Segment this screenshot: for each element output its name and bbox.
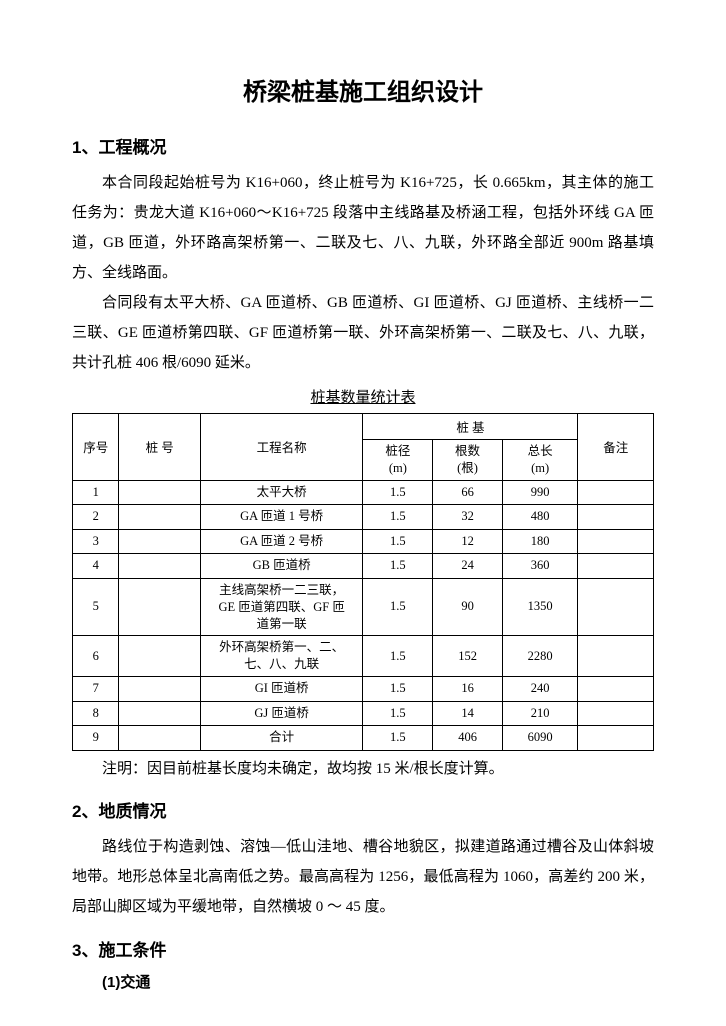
cell-stake <box>119 480 200 505</box>
cell-len: 240 <box>502 677 578 702</box>
cell-remark <box>578 529 654 554</box>
cell-stake <box>119 726 200 751</box>
cell-stake <box>119 554 200 579</box>
cell-seq: 3 <box>73 529 119 554</box>
table-row: 6 外环高架桥第一、二、七、八、九联1.51522280 <box>73 636 654 677</box>
cell-remark <box>578 480 654 505</box>
cell-count: 406 <box>433 726 503 751</box>
cell-count: 12 <box>433 529 503 554</box>
cell-count: 32 <box>433 505 503 530</box>
th-dia: 桩径(m) <box>363 440 433 481</box>
cell-seq: 4 <box>73 554 119 579</box>
cell-dia: 1.5 <box>363 578 433 636</box>
table-row: 5 主线高架桥一二三联，GE 匝道第四联、GF 匝道第一联1.5901350 <box>73 578 654 636</box>
table-row: 8 GJ 匝道桥1.514210 <box>73 701 654 726</box>
cell-remark <box>578 677 654 702</box>
cell-len: 360 <box>502 554 578 579</box>
cell-len: 2280 <box>502 636 578 677</box>
cell-len: 210 <box>502 701 578 726</box>
cell-remark <box>578 726 654 751</box>
cell-name: 太平大桥 <box>200 480 363 505</box>
cell-len: 990 <box>502 480 578 505</box>
th-remark: 备注 <box>578 414 654 481</box>
cell-stake <box>119 636 200 677</box>
cell-dia: 1.5 <box>363 677 433 702</box>
cell-count: 24 <box>433 554 503 579</box>
table-row: 4 GB 匝道桥1.524360 <box>73 554 654 579</box>
section-2-heading: 2、地质情况 <box>72 797 654 822</box>
section-3-sub-1: (1)交通 <box>72 971 654 992</box>
th-seq: 序号 <box>73 414 119 481</box>
cell-seq: 2 <box>73 505 119 530</box>
cell-name: 合计 <box>200 726 363 751</box>
section-1-heading: 1、工程概况 <box>72 133 654 158</box>
cell-len: 480 <box>502 505 578 530</box>
cell-seq: 6 <box>73 636 119 677</box>
cell-remark <box>578 554 654 579</box>
cell-seq: 5 <box>73 578 119 636</box>
th-stake: 桩 号 <box>119 414 200 481</box>
cell-remark <box>578 505 654 530</box>
cell-stake <box>119 505 200 530</box>
cell-dia: 1.5 <box>363 726 433 751</box>
cell-len: 180 <box>502 529 578 554</box>
cell-stake <box>119 578 200 636</box>
cell-dia: 1.5 <box>363 529 433 554</box>
cell-dia: 1.5 <box>363 636 433 677</box>
cell-stake <box>119 529 200 554</box>
table-note: 注明：因目前桩基长度均未确定，故均按 15 米/根长度计算。 <box>72 755 654 784</box>
cell-seq: 1 <box>73 480 119 505</box>
section-1-paragraph-2: 合同段有太平大桥、GA 匝道桥、GB 匝道桥、GI 匝道桥、GJ 匝道桥、主线桥… <box>72 288 654 378</box>
section-3-heading: 3、施工条件 <box>72 936 654 961</box>
cell-len: 6090 <box>502 726 578 751</box>
cell-name: GA 匝道 1 号桥 <box>200 505 363 530</box>
cell-count: 66 <box>433 480 503 505</box>
cell-dia: 1.5 <box>363 554 433 579</box>
table-row: 7 GI 匝道桥1.516240 <box>73 677 654 702</box>
cell-name: GI 匝道桥 <box>200 677 363 702</box>
cell-name: 外环高架桥第一、二、七、八、九联 <box>200 636 363 677</box>
th-pile-group: 桩 基 <box>363 414 578 440</box>
cell-name: GJ 匝道桥 <box>200 701 363 726</box>
section-1-paragraph-1: 本合同段起始桩号为 K16+060，终止桩号为 K16+725，长 0.665k… <box>72 168 654 288</box>
cell-count: 90 <box>433 578 503 636</box>
th-len: 总长(m) <box>502 440 578 481</box>
cell-dia: 1.5 <box>363 505 433 530</box>
document-title: 桥梁桩基施工组织设计 <box>72 72 654 107</box>
cell-seq: 8 <box>73 701 119 726</box>
cell-seq: 9 <box>73 726 119 751</box>
table-row: 1 太平大桥1.566990 <box>73 480 654 505</box>
table-caption: 桩基数量统计表 <box>72 386 654 407</box>
th-count: 根数(根) <box>433 440 503 481</box>
cell-stake <box>119 701 200 726</box>
table-row: 2 GA 匝道 1 号桥1.532480 <box>73 505 654 530</box>
cell-remark <box>578 701 654 726</box>
cell-seq: 7 <box>73 677 119 702</box>
cell-stake <box>119 677 200 702</box>
cell-remark <box>578 636 654 677</box>
cell-len: 1350 <box>502 578 578 636</box>
th-name: 工程名称 <box>200 414 363 481</box>
section-2-paragraph-1: 路线位于构造剥蚀、溶蚀—低山洼地、槽谷地貌区，拟建道路通过槽谷及山体斜坡地带。地… <box>72 832 654 922</box>
table-row: 3 GA 匝道 2 号桥1.512180 <box>73 529 654 554</box>
cell-count: 16 <box>433 677 503 702</box>
cell-dia: 1.5 <box>363 701 433 726</box>
cell-name: GA 匝道 2 号桥 <box>200 529 363 554</box>
table-body: 1太平大桥1.5669902GA 匝道 1 号桥1.5324803GA 匝道 2… <box>73 480 654 750</box>
pile-quantity-table: 序号 桩 号 工程名称 桩 基 备注 桩径(m) 根数(根) 总长(m) 1 太平… <box>72 413 654 751</box>
cell-dia: 1.5 <box>363 480 433 505</box>
table-row: 9 合计1.54066090 <box>73 726 654 751</box>
cell-name: GB 匝道桥 <box>200 554 363 579</box>
cell-name: 主线高架桥一二三联，GE 匝道第四联、GF 匝道第一联 <box>200 578 363 636</box>
cell-count: 152 <box>433 636 503 677</box>
cell-count: 14 <box>433 701 503 726</box>
cell-remark <box>578 578 654 636</box>
